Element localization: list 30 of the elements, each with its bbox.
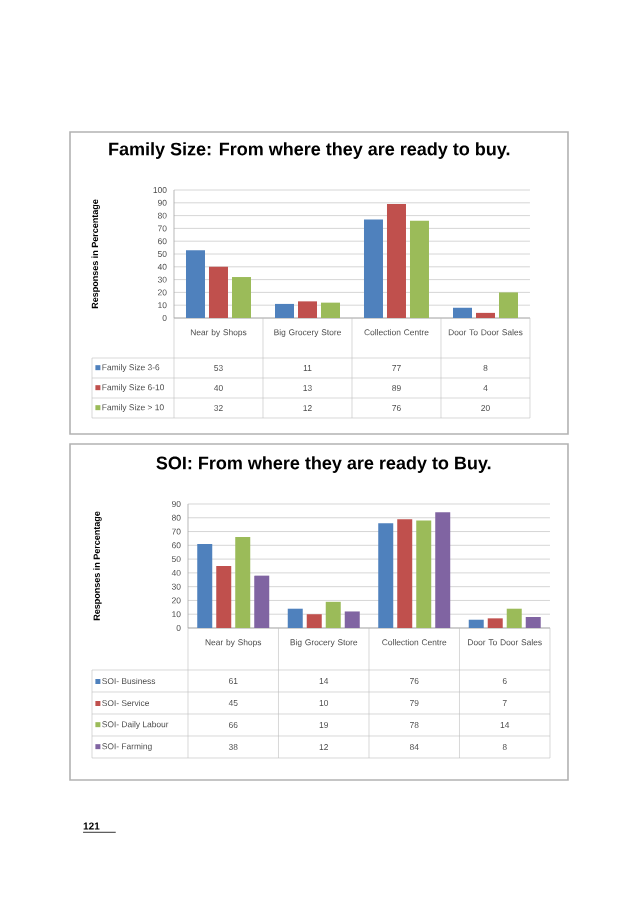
bar bbox=[185, 250, 205, 318]
chart-title: SOI: From where they are ready to Buy. bbox=[156, 456, 491, 473]
bar bbox=[274, 303, 294, 318]
bar bbox=[416, 520, 432, 628]
bar bbox=[254, 575, 270, 628]
bar bbox=[320, 302, 340, 318]
bar bbox=[475, 312, 495, 318]
bar bbox=[468, 619, 484, 628]
bar bbox=[216, 565, 232, 628]
bar bbox=[325, 601, 341, 628]
bar bbox=[506, 608, 522, 628]
bar bbox=[487, 618, 503, 628]
bar bbox=[498, 292, 518, 318]
chart-title: Family Size: From where they are ready to buy. bbox=[109, 142, 510, 159]
bar bbox=[287, 608, 303, 628]
bar bbox=[197, 543, 213, 628]
bar bbox=[378, 523, 394, 628]
bar bbox=[452, 307, 472, 318]
bar bbox=[525, 616, 541, 628]
bar bbox=[231, 277, 251, 318]
bar bbox=[344, 611, 360, 628]
bar bbox=[409, 220, 429, 318]
bar bbox=[208, 266, 228, 318]
bar bbox=[297, 301, 317, 318]
bar bbox=[435, 512, 451, 628]
bar bbox=[386, 204, 406, 318]
bar bbox=[397, 519, 413, 628]
bar bbox=[306, 614, 322, 628]
bar bbox=[235, 537, 251, 628]
bar bbox=[363, 219, 383, 318]
